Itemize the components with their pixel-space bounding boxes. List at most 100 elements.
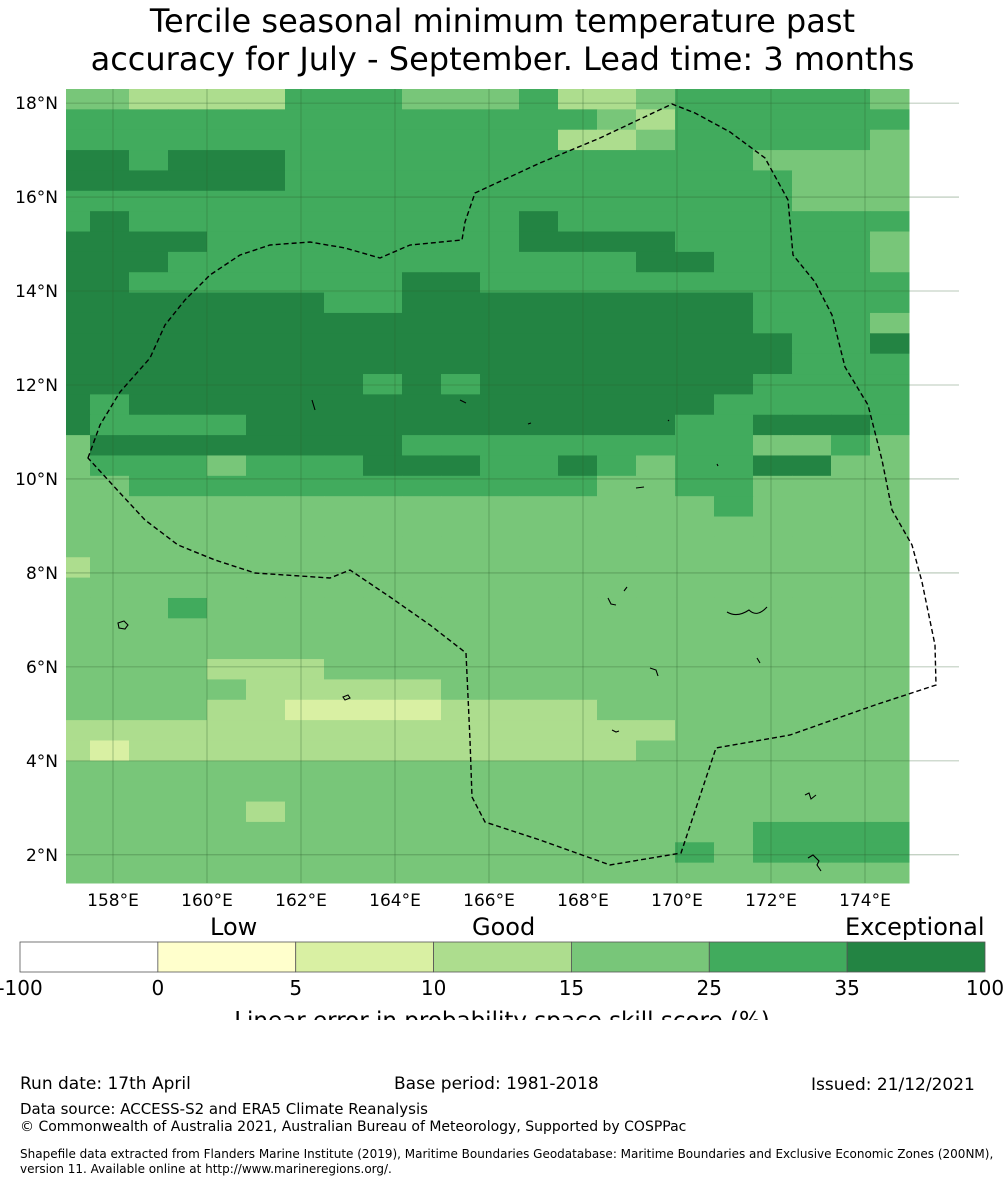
grid-cell [753,760,793,782]
grid-cell [519,150,559,171]
grid-cell [519,374,559,395]
grid-cell [207,89,247,110]
grid-cell [129,109,169,131]
grid-cell [324,312,364,334]
grid-cell [480,251,520,273]
grid-cell [558,374,598,395]
grid-cell [168,455,208,477]
grid-cell [792,679,832,701]
grid-cell [558,679,598,701]
grid-cell [597,211,637,233]
grid-cell [66,272,91,294]
grid-cell [597,292,637,314]
grid-cell [753,353,793,375]
grid-cell [480,435,520,456]
grid-cell [324,536,364,558]
grid-cell [402,740,442,762]
grid-cell [441,89,481,110]
grid-cell [168,414,208,436]
grid-cell [558,435,598,456]
grid-cell [324,374,364,395]
grid-cell [363,374,403,395]
grid-cell [402,801,442,823]
grid-cell [519,720,559,741]
grid-cell [66,414,91,436]
grid-cell [90,333,130,355]
colorbar-swatch [571,941,710,973]
grid-cell [66,190,91,212]
grid-cell [168,516,208,538]
grid-cell [792,394,832,416]
grid-cell [285,129,325,151]
grid-cell [675,190,715,212]
grid-cell [324,292,364,314]
grid-cell [636,435,676,456]
grid-cell [285,536,325,558]
grid-cell [519,475,559,497]
grid-cell [753,536,793,558]
grid-cell [363,536,403,558]
grid-cell [402,475,442,497]
grid-cell [324,89,364,110]
grid-cell [441,536,481,558]
island [667,419,761,664]
grid-cell [207,455,247,477]
grid-cell [363,597,403,619]
grid-cell [519,170,559,192]
grid-cell [207,638,247,660]
grid-cell [129,455,169,477]
grid-cell [636,557,676,579]
grid-cell [753,435,793,456]
grid-cell [129,842,169,864]
grid-cell [480,455,520,477]
grid-cell [66,292,91,314]
grid-cell [597,475,637,497]
grid-cell [441,496,481,518]
grid-cell [285,699,325,721]
grid-cell [285,597,325,619]
grid-cell [870,435,910,456]
grid-cell [441,170,481,192]
grid-cell [714,740,754,762]
grid-cell [285,781,325,803]
grid-cell [168,740,208,762]
grid-cell [831,374,871,395]
grid-cell [831,862,871,884]
grid-cell [870,211,910,233]
grid-cell [402,353,442,375]
grid-cell [792,312,832,334]
grid-cell [480,679,520,701]
grid-cell [90,577,130,599]
grid-cell [597,659,637,680]
grid-cell [675,292,715,314]
grid-cell [402,190,442,212]
grid-cell [285,89,325,110]
grid-cell [441,475,481,497]
lat-tick-label: 4°N [26,752,58,772]
grid-cell [480,760,520,782]
grid-cell [519,740,559,762]
grid-cell [792,760,832,782]
colorbar-tick-label: -100 [0,976,43,1000]
grid-cell [66,679,91,701]
grid-cell [363,638,403,660]
grid-cell [753,190,793,212]
grid-cell [675,821,715,843]
grid-cell [480,720,520,741]
grid-cell [363,292,403,314]
grid-cell [870,312,910,334]
grid-cell [129,414,169,436]
grid-cell [363,251,403,273]
grid-cell [831,333,871,355]
grid-cell [90,374,130,395]
grid-cell [480,842,520,864]
grid-cell [324,699,364,721]
grid-cell [792,516,832,538]
grid-cell [831,516,871,538]
grid-cell [792,577,832,599]
grid-cell [792,720,832,741]
colorbar-tick-label: 25 [697,976,722,1000]
longitude-labels: 158°E 160°E 162°E 164°E 166°E 168°E 170°E 172°E… [87,891,891,911]
grid-cell [831,190,871,212]
grid-cell [519,516,559,538]
